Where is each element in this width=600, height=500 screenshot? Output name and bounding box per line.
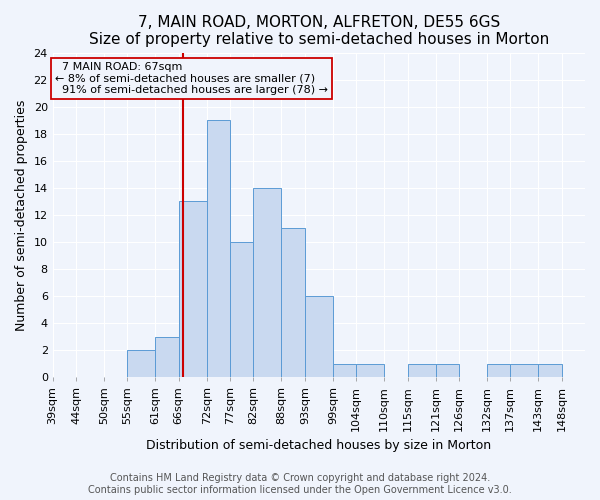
Bar	[538, 364, 562, 377]
Bar	[230, 242, 253, 377]
Text: Contains HM Land Registry data © Crown copyright and database right 2024.
Contai: Contains HM Land Registry data © Crown c…	[88, 474, 512, 495]
Text: 7 MAIN ROAD: 67sqm
← 8% of semi-detached houses are smaller (7)
  91% of semi-de: 7 MAIN ROAD: 67sqm ← 8% of semi-detached…	[55, 62, 328, 96]
Bar	[436, 364, 459, 377]
Bar	[127, 350, 155, 377]
Title: 7, MAIN ROAD, MORTON, ALFRETON, DE55 6GS
Size of property relative to semi-detac: 7, MAIN ROAD, MORTON, ALFRETON, DE55 6GS…	[89, 15, 549, 48]
Bar	[305, 296, 333, 377]
Bar	[356, 364, 384, 377]
Bar	[155, 336, 179, 377]
Bar	[487, 364, 510, 377]
Bar	[333, 364, 356, 377]
Y-axis label: Number of semi-detached properties: Number of semi-detached properties	[15, 99, 28, 330]
Bar	[179, 202, 207, 377]
Bar	[510, 364, 538, 377]
X-axis label: Distribution of semi-detached houses by size in Morton: Distribution of semi-detached houses by …	[146, 440, 491, 452]
Bar	[253, 188, 281, 377]
Bar	[281, 228, 305, 377]
Bar	[407, 364, 436, 377]
Bar	[207, 120, 230, 377]
